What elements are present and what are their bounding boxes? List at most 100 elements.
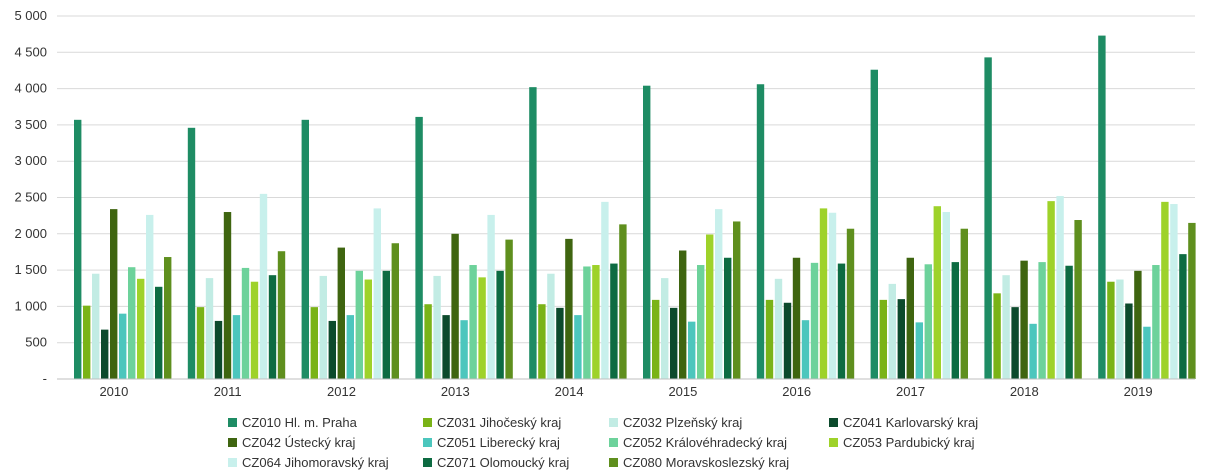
bar-2015-10 bbox=[724, 257, 732, 379]
bar-2012-8 bbox=[364, 279, 372, 379]
bar-2011-5 bbox=[223, 212, 232, 379]
bar-2017-2 bbox=[879, 299, 887, 379]
bar-2013-2 bbox=[424, 304, 432, 379]
bar-2014-4 bbox=[556, 307, 564, 379]
y-tick-label: 1 000 bbox=[14, 298, 47, 313]
x-axis-ticks: 2010 2011 2012 2013 2014 2015 2016 2017 2018 2019 bbox=[99, 384, 1152, 399]
bar-2012-4 bbox=[328, 320, 336, 379]
legend-label: CZ071 Olomoucký kraj bbox=[437, 454, 570, 470]
bar-2010-9 bbox=[146, 214, 154, 379]
bar-2017-8 bbox=[933, 206, 941, 379]
bar-2019-3 bbox=[1116, 279, 1124, 379]
y-tick-label: 2 000 bbox=[14, 226, 47, 241]
legend-swatch bbox=[609, 457, 618, 467]
bar-2019-5 bbox=[1134, 270, 1142, 379]
bar-2016-10 bbox=[837, 263, 846, 379]
legend: CZ010 Hl. m. Praha CZ031 Jihočeský kraj CZ… bbox=[228, 413, 1028, 471]
legend-swatch bbox=[228, 417, 237, 427]
bar-2019-9 bbox=[1170, 204, 1178, 379]
legend-swatch bbox=[423, 437, 432, 447]
y-tick-label: 3 000 bbox=[14, 153, 47, 168]
legend-label: CZ042 Ústecký kraj bbox=[242, 434, 356, 450]
bar-2016-7 bbox=[810, 262, 819, 379]
x-tick-label: 2012 bbox=[327, 384, 356, 399]
bar-2017-6 bbox=[915, 322, 923, 379]
y-tick-label: 500 bbox=[25, 335, 47, 350]
bar-2011-3 bbox=[205, 278, 214, 379]
bars bbox=[74, 35, 1196, 380]
bar-2017-11 bbox=[960, 228, 968, 379]
bar-2013-3 bbox=[433, 275, 441, 379]
bar-2010-3 bbox=[92, 273, 100, 379]
bar-2015-6 bbox=[688, 321, 696, 379]
bar-2016-2 bbox=[765, 299, 774, 379]
y-tick-label: 4 000 bbox=[14, 81, 47, 96]
legend-item: CZ064 Jihomoravský kraj bbox=[228, 453, 423, 471]
bar-2015-2 bbox=[652, 299, 660, 379]
bar-2017-1 bbox=[870, 69, 878, 379]
legend-label: CZ032 Plzeňský kraj bbox=[623, 414, 743, 430]
legend-swatch bbox=[228, 437, 237, 447]
bar-2012-9 bbox=[373, 208, 381, 379]
bar-2013-5 bbox=[451, 233, 459, 379]
bar-2010-2 bbox=[83, 305, 91, 379]
bar-2016-5 bbox=[792, 257, 801, 379]
bar-2011-10 bbox=[268, 275, 277, 379]
bar-2011-6 bbox=[232, 315, 241, 379]
legend-label: CZ010 Hl. m. Praha bbox=[242, 414, 357, 430]
x-tick-label: 2016 bbox=[782, 384, 811, 399]
bar-2014-6 bbox=[574, 315, 582, 379]
legend-label: CZ053 Pardubický kraj bbox=[843, 434, 975, 450]
legend-item: CZ032 Plzeňský kraj bbox=[609, 413, 829, 431]
legend-item: CZ042 Ústecký kraj bbox=[228, 433, 423, 451]
bar-2014-1 bbox=[529, 87, 537, 380]
bar-2014-3 bbox=[547, 273, 555, 379]
bar-2013-4 bbox=[442, 315, 450, 379]
bar-2019-4 bbox=[1125, 303, 1133, 379]
bar-2017-10 bbox=[951, 262, 959, 379]
bar-2015-9 bbox=[715, 209, 723, 379]
bar-2015-7 bbox=[697, 265, 705, 379]
bar-2018-10 bbox=[1065, 265, 1073, 379]
bar-2012-1 bbox=[301, 119, 309, 379]
bar-2018-1 bbox=[984, 57, 992, 379]
bar-2010-1 bbox=[74, 119, 82, 379]
bar-2018-8 bbox=[1047, 201, 1055, 379]
bar-2018-6 bbox=[1029, 323, 1037, 379]
bar-2014-7 bbox=[583, 266, 591, 379]
x-tick-label: 2015 bbox=[668, 384, 697, 399]
bar-2017-5 bbox=[906, 257, 914, 379]
legend-label: CZ080 Moravskoslezský kraj bbox=[623, 454, 790, 470]
bar-chart: - 500 1 000 1 500 2 000 2 500 3 000 3 500 4 000 4… bbox=[14, 8, 1196, 399]
bar-2012-6 bbox=[346, 315, 354, 379]
legend-label: CZ041 Karlovarský kraj bbox=[843, 414, 979, 430]
bar-2011-8 bbox=[250, 281, 259, 379]
bar-2018-11 bbox=[1074, 220, 1082, 379]
bar-2015-11 bbox=[733, 221, 741, 379]
legend-label: CZ051 Liberecký kraj bbox=[437, 434, 560, 450]
legend-label: CZ064 Jihomoravský kraj bbox=[242, 454, 389, 470]
y-axis-ticks: - 500 1 000 1 500 2 000 2 500 3 000 3 500 4 000 4… bbox=[14, 8, 47, 386]
legend-swatch bbox=[228, 457, 237, 467]
bar-2018-7 bbox=[1038, 262, 1046, 379]
y-tick-label: - bbox=[43, 371, 47, 386]
bar-2016-6 bbox=[801, 320, 810, 379]
bar-2012-3 bbox=[319, 275, 327, 379]
legend-swatch bbox=[829, 417, 838, 427]
bar-2019-11 bbox=[1188, 222, 1196, 379]
bar-2015-3 bbox=[661, 278, 669, 379]
bar-2019-6 bbox=[1143, 326, 1151, 379]
bar-2011-1 bbox=[187, 127, 196, 379]
x-tick-label: 2014 bbox=[555, 384, 584, 399]
legend-item: CZ031 Jihočeský kraj bbox=[423, 413, 609, 431]
x-tick-label: 2011 bbox=[214, 384, 242, 399]
bar-2016-3 bbox=[774, 278, 783, 379]
bar-2013-8 bbox=[478, 277, 486, 379]
bar-2018-3 bbox=[1002, 275, 1010, 379]
bar-2016-11 bbox=[846, 228, 855, 379]
bar-2019-7 bbox=[1152, 265, 1160, 379]
bar-2012-10 bbox=[382, 270, 390, 379]
bar-2010-5 bbox=[110, 209, 118, 379]
bar-2018-4 bbox=[1011, 307, 1019, 379]
bar-2010-7 bbox=[128, 267, 136, 379]
